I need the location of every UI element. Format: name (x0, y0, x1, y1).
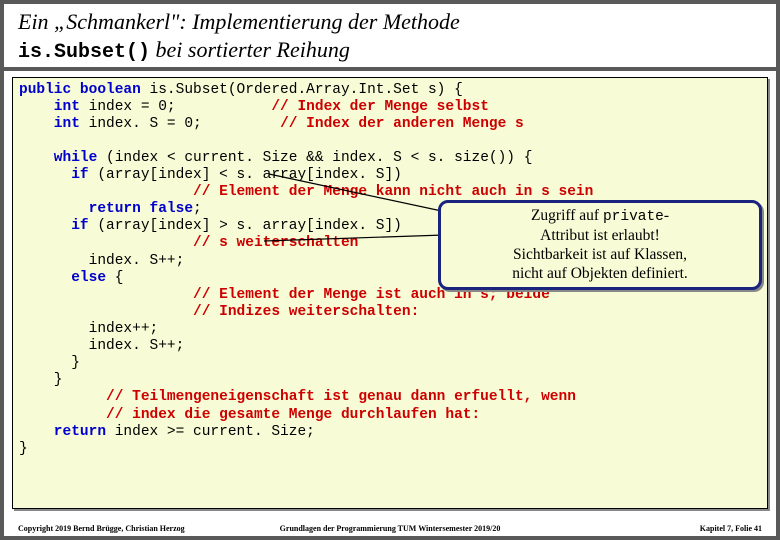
kw-if2: if (19, 218, 89, 234)
callout-l1a: Zugriff auf (531, 207, 603, 224)
title-text-2: bei sortierter Reihung (150, 37, 350, 62)
kw-int1: int (19, 99, 80, 115)
code-l10: index. S++; (19, 253, 184, 269)
kw-public-boolean: public boolean (19, 82, 141, 98)
code-l4b: (index < current. Size && index. S < s. … (97, 150, 532, 166)
cmt-l2: // Index der Menge selbst (271, 99, 489, 115)
title-line-1: Ein „Schmankerl": Implementierung der Me… (18, 8, 762, 36)
code-l17: } (19, 372, 63, 388)
code-l2b: index = 0; (80, 99, 271, 115)
code-l14: index++; (19, 321, 158, 337)
cmt-l19: // index die gesamte Menge durchlaufen h… (19, 407, 480, 423)
code-l8b: (array[index] > s. array[index. S]) (89, 218, 402, 234)
title-text-1: Ein „Schmankerl": Implementierung der Me… (18, 9, 460, 34)
callout-box: Zugriff auf private- Attribut ist erlaub… (438, 200, 762, 290)
kw-return1: return false (19, 201, 193, 217)
code-l5b: (array[index] < s. array[index. S]) (89, 167, 402, 183)
callout-private: private (603, 209, 664, 225)
code-l3b: index. S = 0; (80, 116, 280, 132)
title-line-2: is.Subset() bei sortierter Reihung (18, 36, 762, 65)
kw-while: while (19, 150, 97, 166)
callout-line-1: Zugriff auf private- (447, 207, 753, 227)
cmt-l18: // Teilmengeneigenschaft ist genau dann … (19, 389, 576, 405)
title-area: Ein „Schmankerl": Implementierung der Me… (4, 4, 776, 71)
code-l15: index. S++; (19, 338, 184, 354)
cmt-l3: // Index der anderen Menge s (280, 116, 524, 132)
title-method: is.Subset() (18, 41, 150, 64)
kw-else: else (19, 270, 106, 286)
kw-int2: int (19, 116, 80, 132)
footer-mid: Grundlagen der Programmierung TUM Winter… (280, 524, 501, 533)
cmt-l9: // s weiterschalten (19, 235, 358, 251)
cmt-l6: // Element der Menge kann nicht auch in … (19, 184, 593, 200)
callout-l1c: - (664, 207, 669, 224)
code-l1b: is.Subset(Ordered.Array.Int.Set s) { (141, 82, 463, 98)
slide: Ein „Schmankerl": Implementierung der Me… (0, 0, 780, 540)
footer-left: Copyright 2019 Bernd Brügge, Christian H… (18, 524, 185, 533)
callout-line-2: Attribut ist erlaubt! (447, 227, 753, 246)
code-l16: } (19, 355, 80, 371)
callout-line-3: Sichtbarkeit ist auf Klassen, (447, 246, 753, 265)
code-l20b: index >= current. Size; (106, 424, 315, 440)
code-l7b: ; (193, 201, 202, 217)
callout-line-4: nicht auf Objekten definiert. (447, 265, 753, 284)
kw-return2: return (19, 424, 106, 440)
code-box: public boolean is.Subset(Ordered.Array.I… (12, 77, 768, 509)
code-l11b: { (106, 270, 123, 286)
cmt-l13: // Indizes weiterschalten: (19, 304, 419, 320)
code-l21: } (19, 441, 28, 457)
footer-right: Kapitel 7, Folie 41 (700, 524, 762, 533)
kw-if1: if (19, 167, 89, 183)
